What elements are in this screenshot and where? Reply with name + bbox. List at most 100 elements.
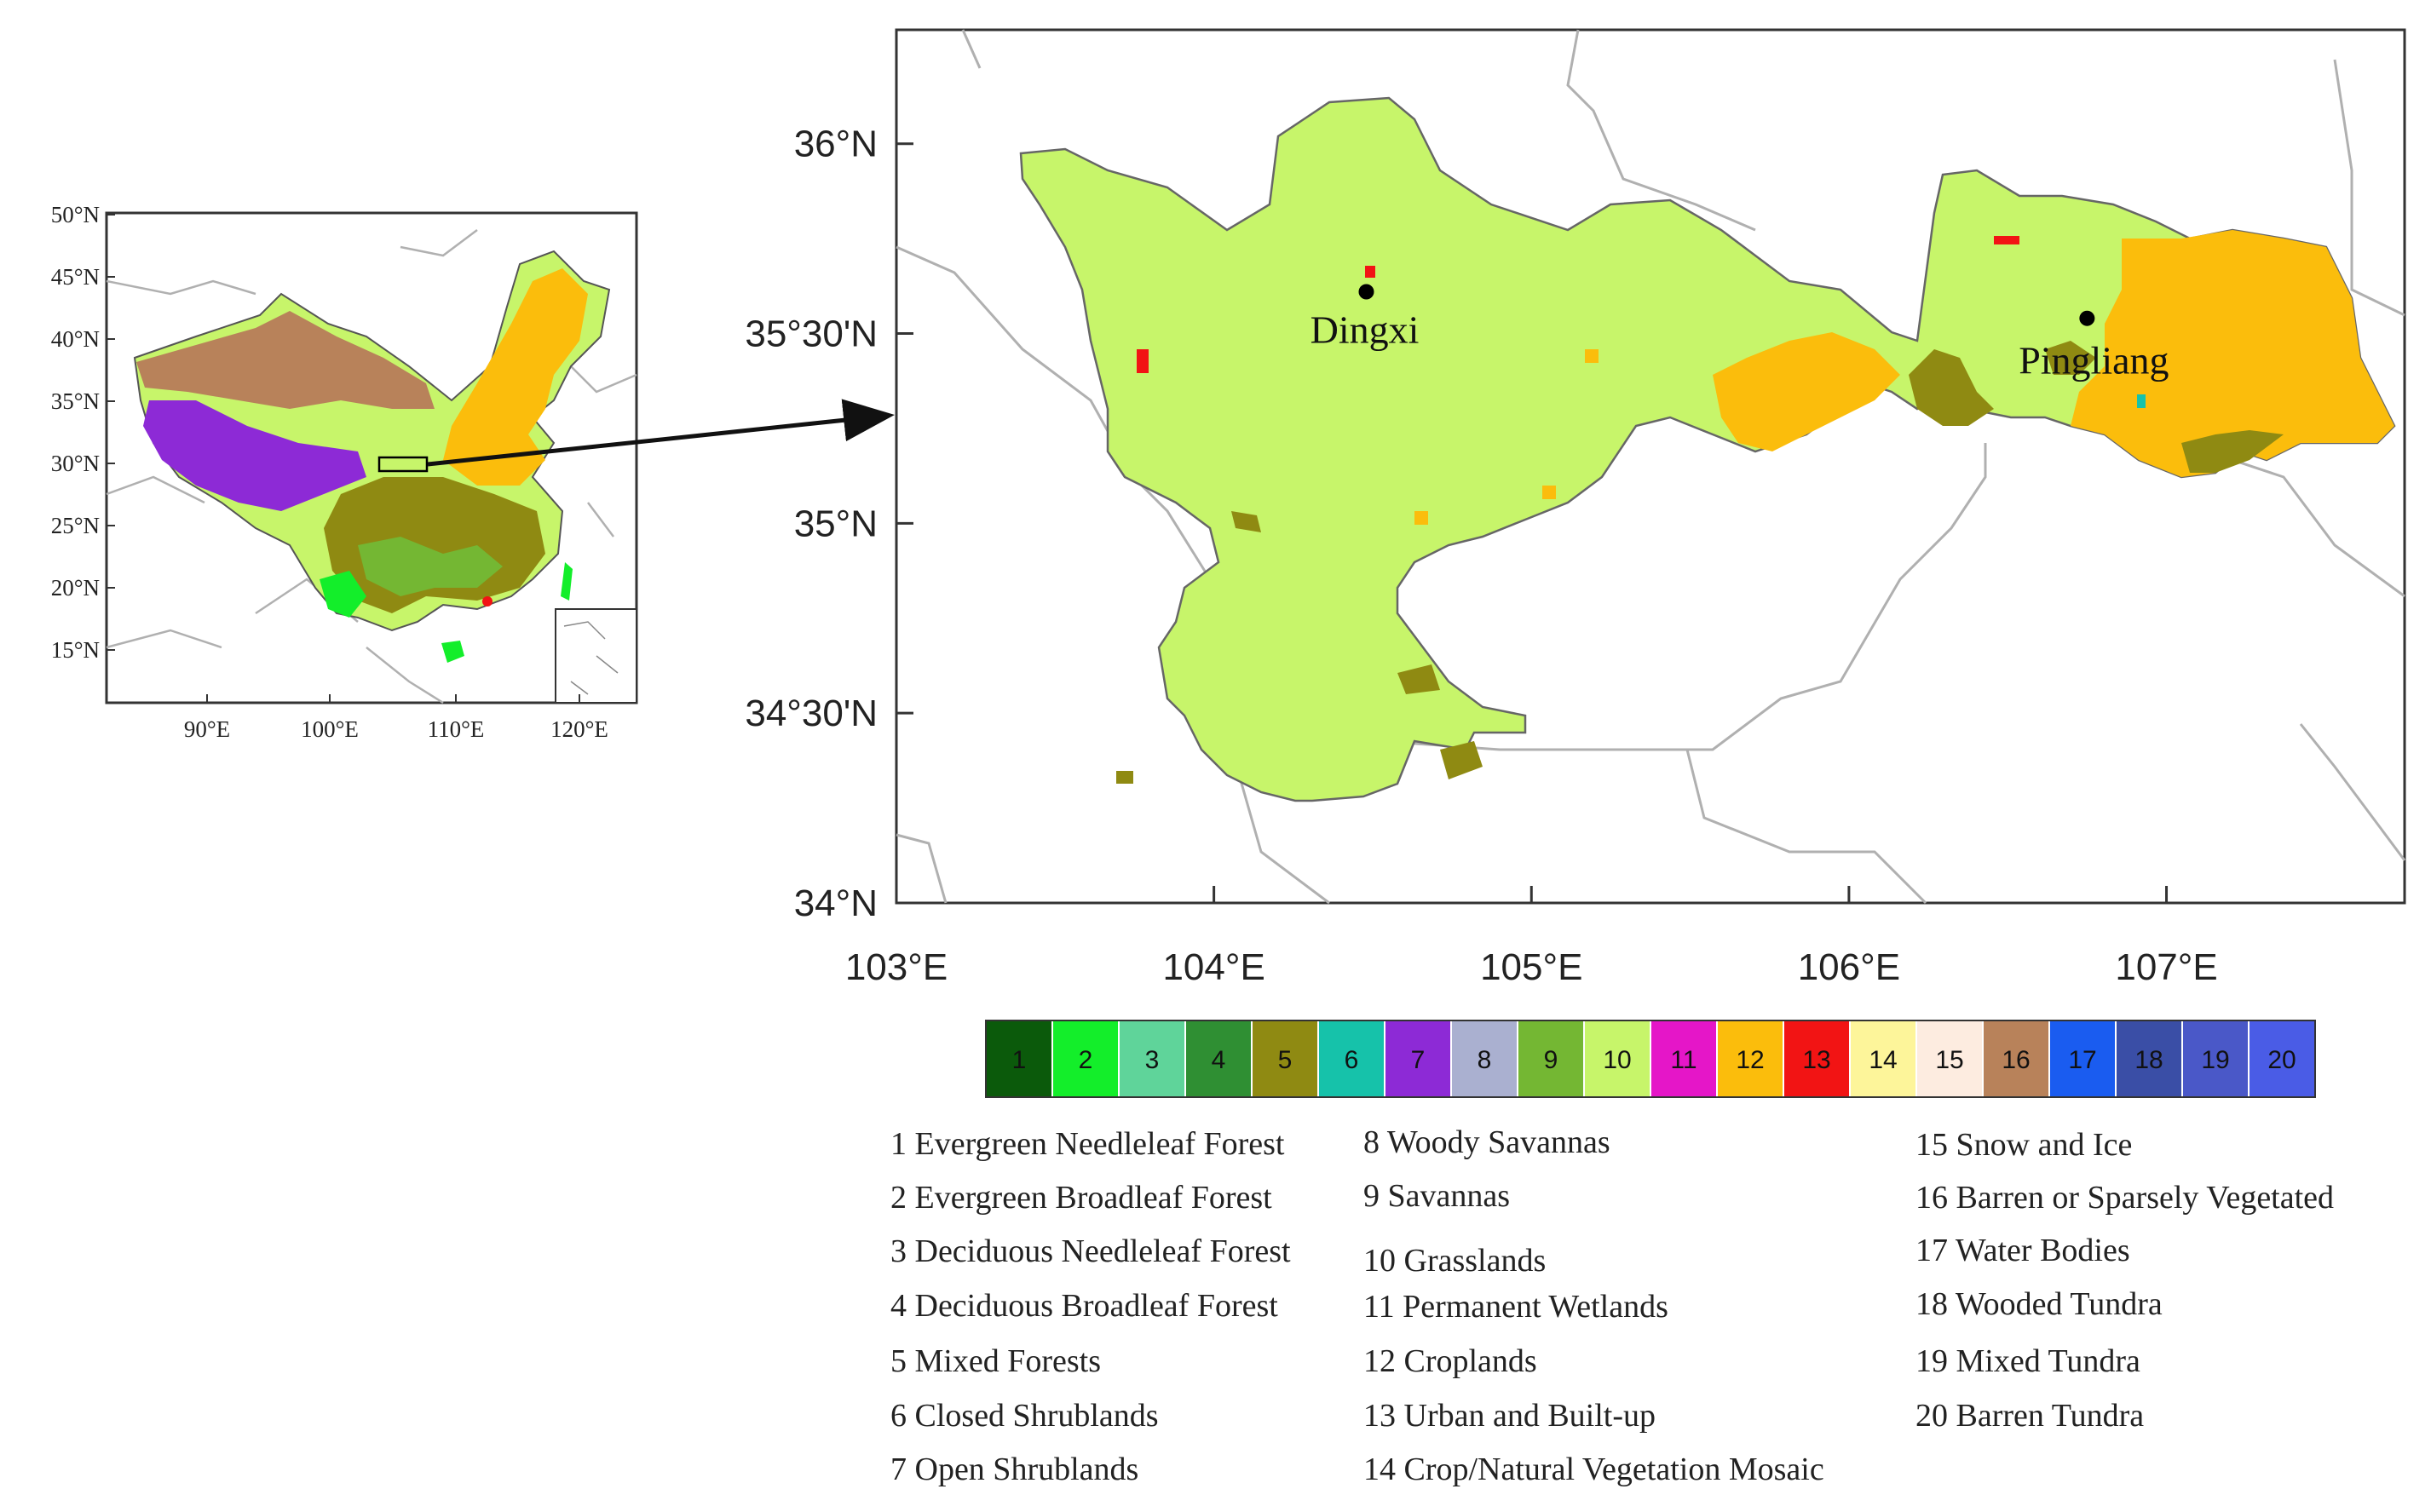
city-dot	[2079, 310, 2095, 326]
colorbar-number: 9	[1544, 1046, 1558, 1074]
inset-savanna-patches	[358, 537, 503, 596]
inset-taiwan	[561, 562, 573, 601]
colorbar-number: 15	[1935, 1046, 1963, 1074]
legend-item: 12 Croplands	[1363, 1343, 1537, 1379]
colorbar-number: 2	[1079, 1046, 1093, 1074]
legend-item: 7 Open Shrublands	[890, 1452, 1138, 1487]
legend-item: 9 Savannas	[1363, 1178, 1510, 1214]
colorbar-number: 12	[1736, 1046, 1764, 1074]
lon-tick-label: 103°E	[845, 946, 948, 988]
lon-tick-label: 107°E	[2115, 946, 2217, 988]
water-pixel	[2137, 394, 2146, 408]
colorbar-swatch	[2115, 1020, 2183, 1098]
colorbar-number: 13	[1802, 1046, 1830, 1074]
colorbar-swatch	[2248, 1020, 2316, 1098]
colorbar-swatch	[1384, 1020, 1452, 1098]
colorbar-number: 10	[1603, 1046, 1631, 1074]
colorbar-number: 20	[2267, 1046, 2296, 1074]
inset-lon-ticks: 90°E 100°E 110°E 120°E	[184, 694, 608, 742]
colorbar-swatch	[1783, 1020, 1851, 1098]
land-cover-colorbar: 1 2 3 4 5 6 7 8 9 10 11 12 13 14 15 16 17 18 19 20	[985, 1020, 2316, 1098]
urban-pixel	[1365, 266, 1375, 278]
inset-lat-tick-label: 50°N	[51, 202, 100, 227]
inset-urban-dot	[482, 596, 493, 607]
colorbar-number: 16	[2002, 1046, 2030, 1074]
lat-tick-label: 36°N	[794, 124, 878, 165]
colorbar-number: 11	[1670, 1046, 1697, 1074]
inset-lat-tick-label: 25°N	[51, 513, 100, 538]
colorbar-swatch	[1716, 1020, 1784, 1098]
legend-item: 20 Barren Tundra	[1915, 1398, 2144, 1434]
south-china-sea-inset	[555, 608, 637, 704]
legend-item: 10 Grasslands	[1363, 1243, 1546, 1279]
zoom-arrow	[427, 399, 895, 467]
colorbar-swatch	[1517, 1020, 1585, 1098]
colorbar-number: 5	[1278, 1046, 1293, 1074]
inset-lat-tick-label: 40°N	[51, 326, 100, 352]
city-dot	[1358, 284, 1374, 300]
inset-lon-tick-label: 110°E	[428, 716, 485, 742]
colorbar-number: 14	[1869, 1046, 1897, 1074]
colorbar-swatch	[1849, 1020, 1917, 1098]
legend-item: 13 Urban and Built-up	[1363, 1398, 1656, 1434]
colorbar-number: 4	[1212, 1046, 1226, 1074]
city-markers: Dingxi Pingliang	[1311, 284, 2169, 382]
legend-item: 2 Evergreen Broadleaf Forest	[890, 1180, 1272, 1216]
inset-barren-region	[136, 311, 435, 409]
legend-item: 17 Water Bodies	[1915, 1233, 2130, 1268]
legend-item: 14 Crop/Natural Vegetation Mosaic	[1363, 1452, 1824, 1487]
colorbar-frame	[985, 1020, 2316, 1098]
urban-pixel	[1137, 349, 1149, 373]
cropland-patch	[1414, 511, 1428, 525]
main-map: 36°N 35°30'N 35°N 34°30'N 34°N 103°E 104°E 105…	[745, 28, 2406, 988]
lon-tick-label: 105°E	[1480, 946, 1582, 988]
lon-tick-label: 104°E	[1162, 946, 1264, 988]
inset-lat-ticks: 50°N 45°N 40°N 35°N 30°N 25°N 20°N 15°N	[51, 202, 115, 663]
inset-lat-tick-label: 20°N	[51, 575, 100, 601]
inset-lat-tick-label: 35°N	[51, 388, 100, 414]
land-cover-legend: 1 Evergreen Needleleaf Forest 2 Evergree…	[890, 1124, 2334, 1487]
legend-item: 3 Deciduous Needleleaf Forest	[890, 1233, 1291, 1269]
province-border-lines	[896, 29, 2406, 905]
main-lat-ticks: 36°N 35°30'N 35°N 34°30'N 34°N	[745, 124, 913, 924]
study-area-box	[377, 456, 429, 473]
colorbar-swatch	[1118, 1020, 1186, 1098]
legend-item: 11 Permanent Wetlands	[1363, 1289, 1668, 1325]
legend-item: 4 Deciduous Broadleaf Forest	[890, 1288, 1278, 1324]
colorbar-number: 1	[1012, 1046, 1027, 1074]
urban-pixel	[1994, 236, 2019, 244]
colorbar-number: 18	[2134, 1046, 2163, 1074]
inset-lon-tick-label: 120°E	[550, 716, 608, 742]
cropland-patches-central	[1713, 332, 1900, 451]
city-label: Dingxi	[1311, 308, 1420, 352]
legend-item: 1 Evergreen Needleleaf Forest	[890, 1126, 1285, 1162]
legend-item: 19 Mixed Tundra	[1915, 1343, 2140, 1379]
inset-shrubland-region	[143, 400, 366, 511]
lat-tick-label: 35°N	[794, 503, 878, 544]
cropland-patch	[1585, 349, 1599, 363]
colorbar-number: 7	[1411, 1046, 1426, 1074]
cropland-area-pingliang	[2071, 230, 2394, 477]
lat-tick-label: 34°N	[794, 882, 878, 924]
inset-cropland-region	[443, 268, 588, 486]
colorbar-number: 8	[1478, 1046, 1492, 1074]
inset-evergreen-patch	[320, 571, 366, 618]
inset-china-map: 50°N 45°N 40°N 35°N 30°N 25°N 20°N 15°N 90°E 100…	[51, 202, 638, 742]
lat-tick-label: 34°30'N	[745, 693, 878, 734]
mixed-forest-patches	[1116, 341, 2284, 784]
legend-item: 8 Woody Savannas	[1363, 1124, 1610, 1160]
lat-tick-label: 35°30'N	[745, 313, 878, 355]
inset-hainan	[441, 641, 464, 663]
colorbar-swatch	[2048, 1020, 2117, 1098]
colorbar-number: 6	[1345, 1046, 1359, 1074]
city-label: Pingliang	[2019, 339, 2169, 382]
lon-tick-label: 106°E	[1798, 946, 1900, 988]
inset-lon-tick-label: 100°E	[301, 716, 359, 742]
colorbar-number: 17	[2068, 1046, 2096, 1074]
legend-item: 18 Wooded Tundra	[1915, 1286, 2163, 1322]
south-china-sea-lines	[563, 621, 619, 695]
inset-lat-tick-label: 15°N	[51, 637, 100, 663]
colorbar-number: 3	[1145, 1046, 1160, 1074]
main-lon-ticks: 103°E 104°E 105°E 106°E 107°E	[845, 886, 2218, 988]
